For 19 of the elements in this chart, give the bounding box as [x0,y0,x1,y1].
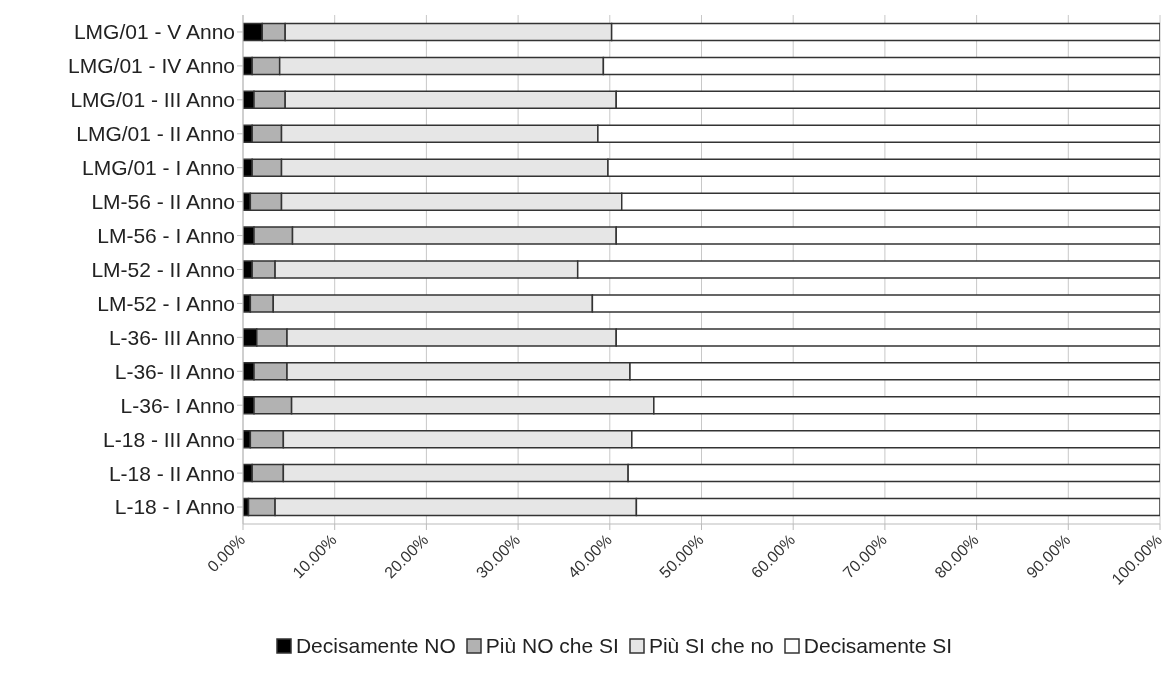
legend-label: Decisamente NO [295,634,456,658]
y-tick-label: L-18 - III Anno [103,427,235,451]
legend-label: Più NO che SI [485,634,619,658]
y-tick-label: LMG/01 - IV Anno [68,54,235,78]
y-tick-label: LMG/01 - V Anno [73,20,235,44]
y-tick-label: L-18 - I Anno [114,495,235,519]
y-tick-label: L-36- I Anno [120,393,235,417]
y-tick-label: LMG/01 - II Anno [76,122,235,146]
y-tick-label: LMG/01 - I Anno [82,156,235,180]
legend-label: Più SI che no [648,634,774,658]
y-tick-label: LM-52 - I Anno [97,291,235,315]
legend-label: Decisamente SI [803,634,953,658]
y-tick-label: L-36- II Anno [114,359,235,383]
y-tick-label: L-36- III Anno [108,325,235,349]
y-tick-label: LMG/01 - III Anno [70,88,235,112]
y-tick-label: LM-52 - II Anno [91,257,235,281]
y-tick-label: LM-56 - I Anno [97,224,235,248]
y-tick-label: L-18 - II Anno [108,461,235,485]
y-tick-label: LM-56 - II Anno [91,190,235,214]
